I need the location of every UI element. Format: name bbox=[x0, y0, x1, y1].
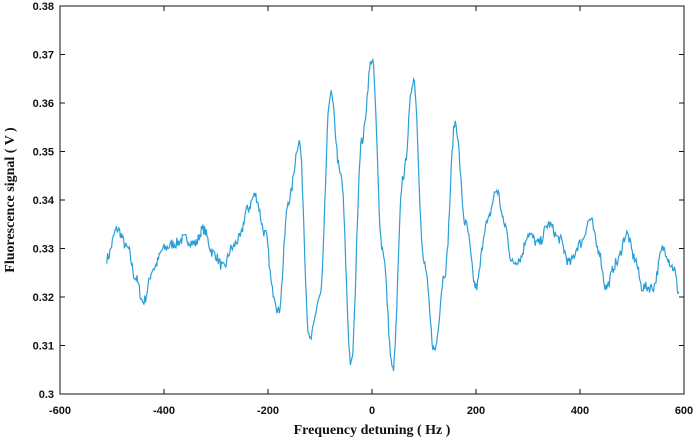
tick-labels: -600 -400 -200 0 200 400 600 0.3 0.31 0.32 0.33 0.3… bbox=[33, 1, 694, 417]
x-axis-label: Frequency detuning ( Hz ) bbox=[294, 423, 451, 438]
y-tick-label: 0.38 bbox=[33, 1, 54, 13]
y-axis-label: Fluorescence signal ( V ) bbox=[3, 127, 18, 273]
x-tick-label: 400 bbox=[571, 405, 589, 417]
y-tick-label: 0.33 bbox=[33, 244, 54, 256]
y-tick-label: 0.34 bbox=[33, 195, 55, 207]
series-line bbox=[106, 57, 680, 372]
y-tick-label: 0.36 bbox=[33, 98, 54, 110]
y-tick-label: 0.32 bbox=[33, 292, 54, 304]
y-tick-label: 0.3 bbox=[39, 389, 54, 401]
x-tick-label: -200 bbox=[257, 405, 279, 417]
x-tick-label: -400 bbox=[153, 405, 175, 417]
x-tick-label: 0 bbox=[369, 405, 375, 417]
y-tick-label: 0.35 bbox=[33, 147, 54, 159]
plot-frame bbox=[59, 5, 685, 395]
x-tick-label: -600 bbox=[49, 405, 71, 417]
x-tick-label: 600 bbox=[675, 405, 693, 417]
tick-marks bbox=[59, 5, 685, 395]
x-tick-label: 200 bbox=[467, 405, 485, 417]
y-tick-label: 0.37 bbox=[33, 50, 54, 62]
y-tick-label: 0.31 bbox=[33, 341, 54, 353]
